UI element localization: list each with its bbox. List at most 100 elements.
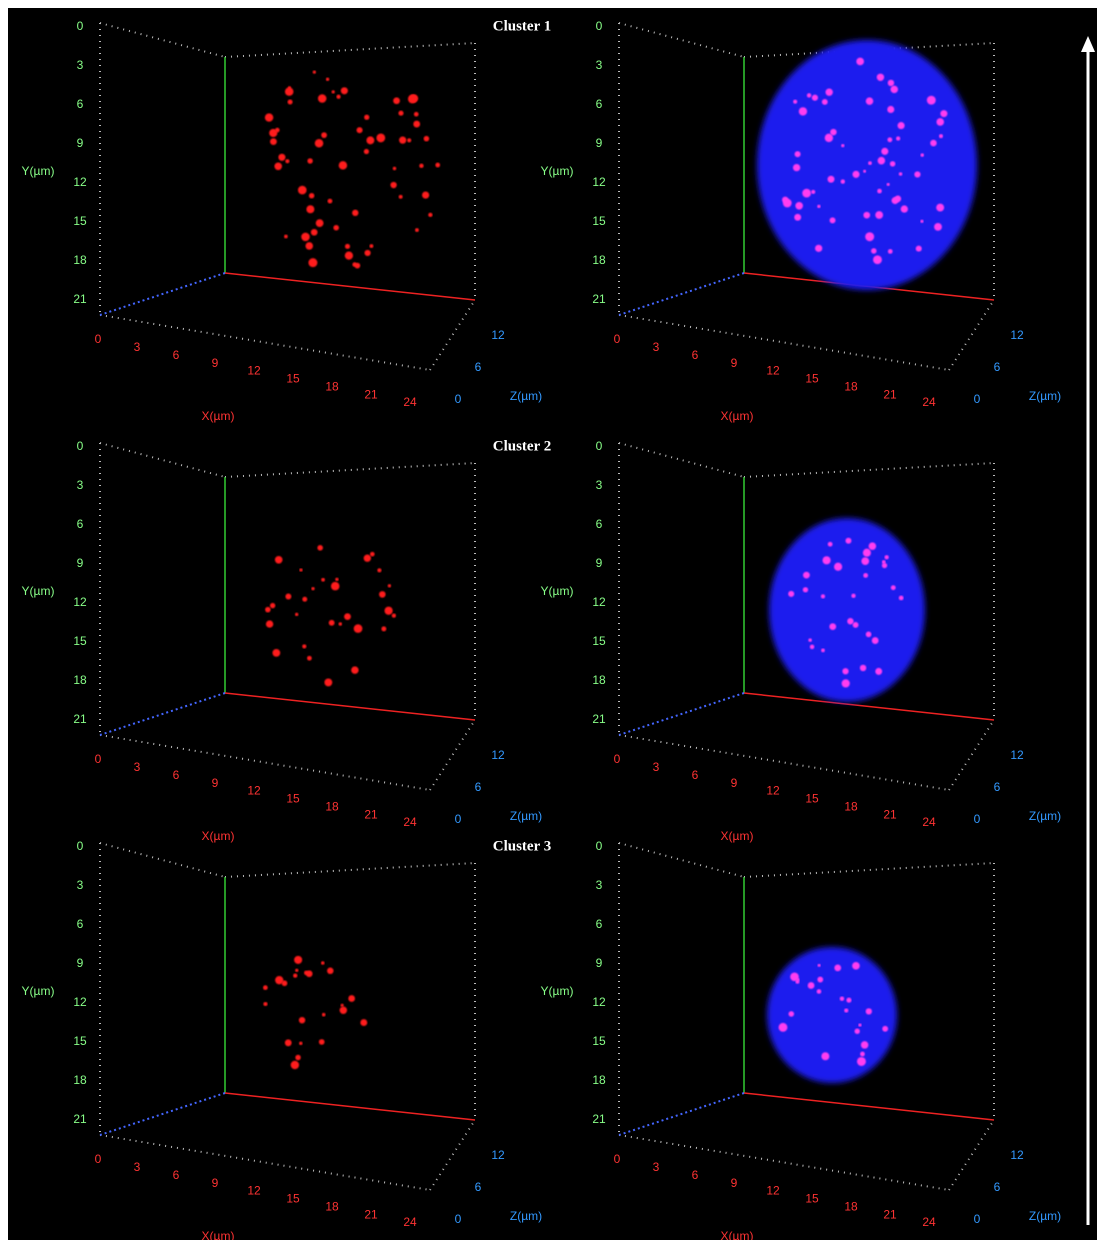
spot <box>265 607 271 613</box>
spot <box>841 144 844 147</box>
x-tick-label: 15 <box>805 1192 819 1206</box>
spot <box>866 97 874 105</box>
y-tick-label: 9 <box>77 956 84 970</box>
spot <box>807 93 811 97</box>
spot <box>392 614 396 618</box>
spot <box>853 622 859 628</box>
spot <box>888 249 893 254</box>
spot <box>810 645 814 649</box>
spot <box>793 100 797 104</box>
spot <box>309 193 314 198</box>
spot <box>877 74 884 81</box>
spot <box>299 1042 302 1045</box>
spot <box>779 1023 788 1032</box>
spot <box>830 217 836 223</box>
x-tick-label: 12 <box>247 1184 261 1198</box>
x-tick-label: 21 <box>883 387 897 401</box>
x-tick-label: 15 <box>286 792 300 806</box>
y-tick-label: 9 <box>77 556 84 570</box>
spot <box>887 137 892 142</box>
y-tick-label: 9 <box>596 136 603 150</box>
y-tick-label: 15 <box>592 1034 606 1048</box>
spot <box>788 1011 794 1017</box>
x-tick-label: 24 <box>922 1215 936 1229</box>
spot <box>370 244 374 248</box>
spot <box>275 128 280 133</box>
spot <box>293 973 297 977</box>
nucleus <box>767 947 897 1083</box>
spot <box>860 665 866 671</box>
z-tick-label: 12 <box>1010 1148 1024 1162</box>
z-tick-label: 12 <box>1010 328 1024 342</box>
spot <box>414 112 419 117</box>
z-axis-label: Z(µm) <box>510 809 542 823</box>
z-tick-label: 0 <box>974 812 981 826</box>
spot <box>339 161 347 169</box>
y-tick-label: 9 <box>596 556 603 570</box>
spot <box>376 134 385 143</box>
spot <box>324 678 332 686</box>
spot <box>782 197 788 203</box>
x-tick-label: 12 <box>247 364 261 378</box>
y-tick-label: 12 <box>73 595 87 609</box>
y-axis-label: Y(µm) <box>22 984 55 998</box>
spot <box>393 167 396 170</box>
spot <box>352 210 358 216</box>
x-tick-label: 9 <box>731 1176 738 1190</box>
y-tick-label: 0 <box>77 839 84 853</box>
y-tick-label: 0 <box>77 439 84 453</box>
z-tick-label: 12 <box>491 748 505 762</box>
spot <box>341 1004 344 1007</box>
spot <box>388 584 391 587</box>
spot <box>351 666 359 674</box>
x-tick-label: 6 <box>692 348 699 362</box>
spot <box>266 620 273 627</box>
y-tick-label: 6 <box>77 517 84 531</box>
y-tick-label: 18 <box>73 253 87 267</box>
spot <box>863 549 871 557</box>
x-axis-label: X(µm) <box>202 829 235 843</box>
x-tick-label: 21 <box>364 387 378 401</box>
y-tick-label: 21 <box>592 292 606 306</box>
spot <box>274 162 282 170</box>
x-tick-label: 18 <box>325 799 339 813</box>
spot <box>263 985 268 990</box>
y-axis-label: Y(µm) <box>541 584 574 598</box>
x-tick-label: 18 <box>325 379 339 393</box>
x-tick-label: 18 <box>844 379 858 393</box>
y-tick-label: 9 <box>596 956 603 970</box>
spot <box>285 594 291 600</box>
spot <box>845 538 851 544</box>
x-tick-label: 3 <box>653 340 660 354</box>
spot <box>811 190 815 194</box>
spot <box>285 1039 292 1046</box>
z-tick-label: 6 <box>475 360 482 374</box>
spot <box>821 649 825 653</box>
spot <box>899 172 902 175</box>
spot <box>866 632 872 638</box>
x-axis-label: X(µm) <box>721 829 754 843</box>
spot <box>306 205 314 213</box>
spot <box>817 205 820 208</box>
spot <box>301 233 310 242</box>
y-tick-label: 12 <box>73 175 87 189</box>
spot <box>920 220 923 223</box>
spot <box>313 71 316 74</box>
spot <box>311 229 318 236</box>
spot <box>328 199 333 204</box>
x-tick-label: 0 <box>95 752 102 766</box>
y-tick-label: 15 <box>592 634 606 648</box>
x-tick-label: 24 <box>922 815 936 829</box>
y-tick-label: 6 <box>596 917 603 931</box>
y-tick-label: 6 <box>77 917 84 931</box>
z-tick-label: 12 <box>1010 748 1024 762</box>
spot <box>795 980 799 984</box>
spot <box>275 556 283 564</box>
spot <box>285 87 294 96</box>
y-tick-label: 12 <box>592 595 606 609</box>
spot <box>364 555 371 562</box>
z-tick-label: 6 <box>994 1180 1001 1194</box>
spot <box>340 1007 347 1014</box>
spot <box>294 956 302 964</box>
spot <box>808 982 815 989</box>
